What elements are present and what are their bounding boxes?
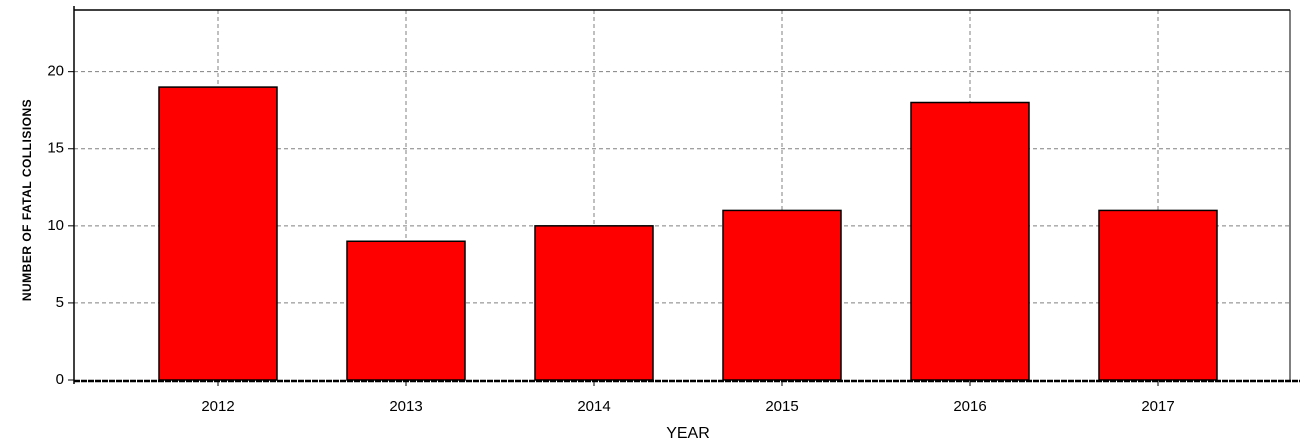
bar	[1098, 209, 1218, 381]
y-tick-label: 5	[56, 294, 64, 311]
y-tick-label: 15	[47, 140, 64, 157]
x-axis-label: YEAR	[666, 425, 710, 442]
y-tick-label: 10	[47, 217, 64, 234]
bar	[910, 101, 1030, 381]
y-axis-label: NUMBER OF FATAL COLLISIONS	[20, 99, 34, 301]
x-tick-label: 2017	[1141, 398, 1174, 415]
y-tick-label: 20	[47, 63, 64, 80]
x-tick-label: 2016	[953, 398, 986, 415]
x-tick-label: 2012	[201, 398, 234, 415]
bar	[722, 209, 842, 381]
bar	[346, 240, 466, 381]
x-tick-label: 2015	[765, 398, 798, 415]
y-tick-label: 0	[56, 371, 64, 388]
x-tick-label: 2014	[577, 398, 610, 415]
bar	[534, 225, 654, 381]
bar	[158, 86, 278, 381]
x-tick-label: 2013	[389, 398, 422, 415]
